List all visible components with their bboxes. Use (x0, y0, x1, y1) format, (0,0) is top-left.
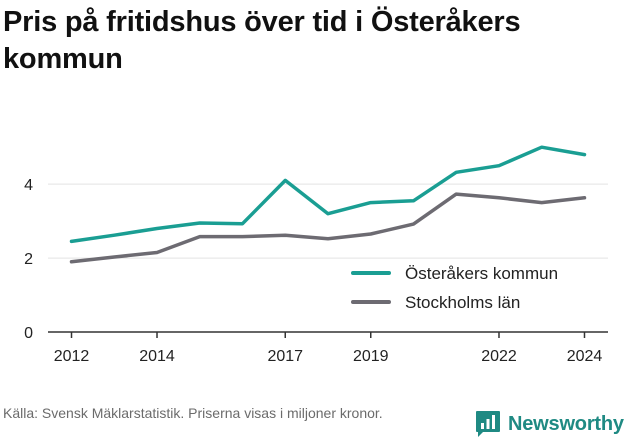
series-lines (69, 145, 587, 264)
legend-label-1: Stockholms län (405, 293, 520, 312)
y-tick-label-0: 0 (24, 325, 33, 342)
legend: Österåkers kommun Stockholms län (345, 260, 603, 322)
y-tick-label-1: 2 (24, 251, 33, 268)
series-line-1 (69, 192, 587, 264)
x-tick-label-0: 2012 (54, 348, 90, 365)
brand-name: Newsworthy (508, 412, 624, 435)
source-note: Källa: Svensk Mäklarstatistik. Priserna … (3, 405, 383, 421)
grid-lines (48, 183, 608, 259)
x-tick-label-5: 2024 (567, 348, 603, 365)
legend-label-0: Österåkers kommun (405, 264, 558, 283)
x-tick-label-4: 2022 (481, 348, 517, 365)
series-line-0 (69, 145, 587, 244)
y-axis: 0 2 4 (24, 177, 33, 342)
chart-bubble-icon (476, 411, 500, 437)
x-tick-label-3: 2019 (353, 348, 389, 365)
x-tick-label-2: 2017 (267, 348, 303, 365)
legend-background (345, 260, 603, 322)
brand-logo: Newsworthy (475, 409, 624, 439)
chart-title: Pris på fritidshus över tid i Österåkers… (3, 6, 521, 75)
y-tick-label-2: 4 (24, 177, 33, 194)
x-tick-label-1: 2014 (139, 348, 175, 365)
x-axis: 2012 2014 2017 2019 2022 2024 (48, 331, 608, 365)
